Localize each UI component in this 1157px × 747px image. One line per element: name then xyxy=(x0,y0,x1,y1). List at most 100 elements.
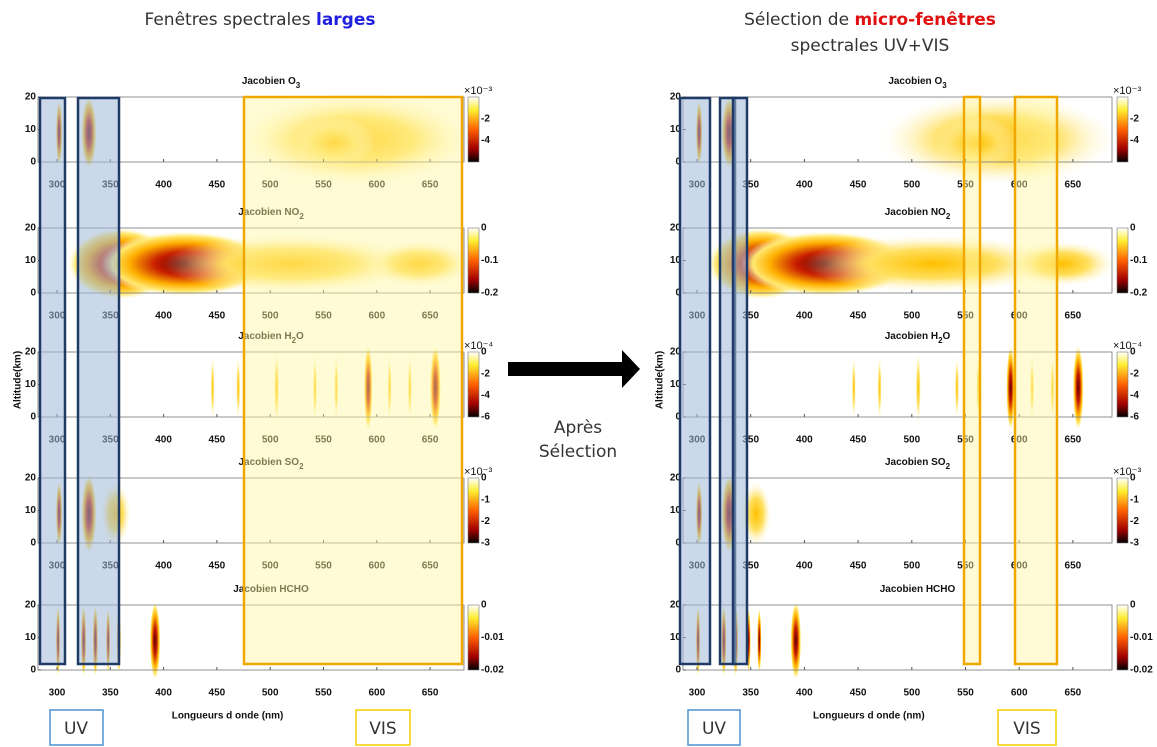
subplot-title-text: Jacobien SO xyxy=(885,457,946,468)
colorbar-tick-label: 0 xyxy=(481,473,487,484)
heat-blob xyxy=(877,355,882,421)
x-tick-label: 500 xyxy=(262,561,279,572)
colorbar-tick-label: -2 xyxy=(1130,368,1139,379)
left-title: Fenêtres spectrales larges xyxy=(144,10,375,30)
y-tick-label: 10 xyxy=(670,255,682,266)
y-tick-label: 10 xyxy=(25,124,37,135)
subplot-title-subscript: 3 xyxy=(942,81,947,90)
y-tick-label: 0 xyxy=(675,288,681,299)
y-tick-label: 10 xyxy=(25,632,37,643)
subplot-title-end: O xyxy=(943,331,951,342)
colorbar xyxy=(1116,604,1129,671)
y-tick-label: 20 xyxy=(25,223,37,234)
colorbar xyxy=(1116,96,1129,163)
y-tick-label: 0 xyxy=(675,157,681,168)
y-tick-label: 0 xyxy=(30,538,36,549)
subplot-title: Jacobien SO2 xyxy=(238,457,304,471)
x-tick-label: 500 xyxy=(262,435,279,446)
uv-window xyxy=(731,96,749,666)
x-tick-label: 600 xyxy=(368,180,385,191)
x-tick-label: 500 xyxy=(262,688,279,699)
x-tick-label: 450 xyxy=(850,180,867,191)
x-tick-label: 600 xyxy=(1011,561,1028,572)
colorbar-tick-label: -0.02 xyxy=(1130,665,1153,676)
heat-blob xyxy=(364,345,373,430)
subplot-title-text: Jacobien HCHO xyxy=(233,584,309,595)
colorbar-exponent: ×10⁻⁴ xyxy=(1113,340,1142,352)
subplot-title: Jacobien H2O xyxy=(238,331,304,345)
subplot-title-end: O xyxy=(296,331,304,342)
x-tick-label: 400 xyxy=(796,435,813,446)
x-tick-label: 350 xyxy=(742,561,759,572)
colorbar-tick-label: -1 xyxy=(1130,494,1139,505)
vis-label-box xyxy=(355,709,411,746)
heat-blob xyxy=(1029,355,1035,421)
y-tick-label: 10 xyxy=(25,255,37,266)
x-tick-label: 400 xyxy=(155,688,172,699)
x-tick-label: 650 xyxy=(1065,311,1082,322)
uv-label-box xyxy=(49,709,104,746)
colorbar-tick-label: 0 xyxy=(481,600,487,611)
heat-blob xyxy=(407,355,412,421)
x-tick-label: 400 xyxy=(155,180,172,191)
heat-blob xyxy=(273,352,280,424)
y-tick-label: 20 xyxy=(25,600,37,611)
subplot-title: Jacobien O3 xyxy=(888,76,947,90)
subplot-title-text: Jacobien SO xyxy=(238,457,299,468)
colorbar-tick-label: 0 xyxy=(481,347,487,358)
x-tick-label: 600 xyxy=(368,311,385,322)
x-tick-label: 550 xyxy=(957,180,974,191)
subplot-title-subscript: 2 xyxy=(938,336,943,345)
y-tick-label: 20 xyxy=(670,347,682,358)
colorbar-tick-label: -4 xyxy=(1130,135,1139,146)
colorbar-tick-label: -2 xyxy=(481,368,490,379)
heat-blob xyxy=(757,608,762,674)
y-tick-label: 20 xyxy=(25,473,37,484)
heat-blob xyxy=(149,601,161,680)
heat-blob xyxy=(210,355,215,421)
x-tick-label: 600 xyxy=(1011,435,1028,446)
y-tick-label: 20 xyxy=(25,347,37,358)
x-tick-label: 300 xyxy=(49,688,66,699)
colorbar-tick-label: -0.02 xyxy=(481,665,504,676)
selection-boxes xyxy=(38,95,1059,746)
colorbar-exponent: ×10⁻³ xyxy=(464,85,492,97)
subplot-title-subscript: 3 xyxy=(296,81,301,90)
heat-blob xyxy=(163,234,420,293)
x-tick-label: 400 xyxy=(796,561,813,572)
y-tick-label: 0 xyxy=(675,665,681,676)
colorbar xyxy=(467,477,480,544)
x-tick-label: 650 xyxy=(422,180,439,191)
subplot-title-subscript: 2 xyxy=(299,462,304,471)
heat-blob xyxy=(804,234,1063,293)
heat-blob xyxy=(1008,241,1116,287)
y-axis-label: Altitude(km) xyxy=(13,351,24,409)
uv-label-box xyxy=(687,709,741,746)
colorbar-tick-label: -0.2 xyxy=(481,288,499,299)
colorbar-tick-label: -3 xyxy=(1130,538,1139,549)
y-tick-label: 10 xyxy=(670,124,682,135)
x-tick-label: 450 xyxy=(850,561,867,572)
colorbar-tick-label: -2 xyxy=(1130,516,1139,527)
labels: Fenêtres spectrales larges Sélection de … xyxy=(64,10,1041,739)
subplot-title-text: Jacobien NO xyxy=(238,207,299,218)
colorbar-tick-label: 0 xyxy=(1130,600,1136,611)
x-tick-label: 650 xyxy=(1065,561,1082,572)
colorbar-tick-label: -6 xyxy=(1130,412,1139,423)
right-title: Sélection de micro-fenêtres xyxy=(744,10,996,30)
colorbar-tick-label: 0 xyxy=(1130,347,1136,358)
y-tick-label: 0 xyxy=(675,412,681,423)
uv-window xyxy=(38,96,67,666)
y-tick-label: 10 xyxy=(25,505,37,516)
x-tick-label: 400 xyxy=(155,561,172,572)
x-tick-label: 650 xyxy=(422,561,439,572)
x-tick-label: 350 xyxy=(742,180,759,191)
y-tick-label: 0 xyxy=(30,288,36,299)
x-tick-label: 450 xyxy=(209,311,226,322)
x-tick-label: 450 xyxy=(209,435,226,446)
colorbar xyxy=(467,227,480,294)
heat-blob xyxy=(291,116,377,169)
x-tick-label: 650 xyxy=(422,311,439,322)
band-label: UV xyxy=(64,719,88,739)
